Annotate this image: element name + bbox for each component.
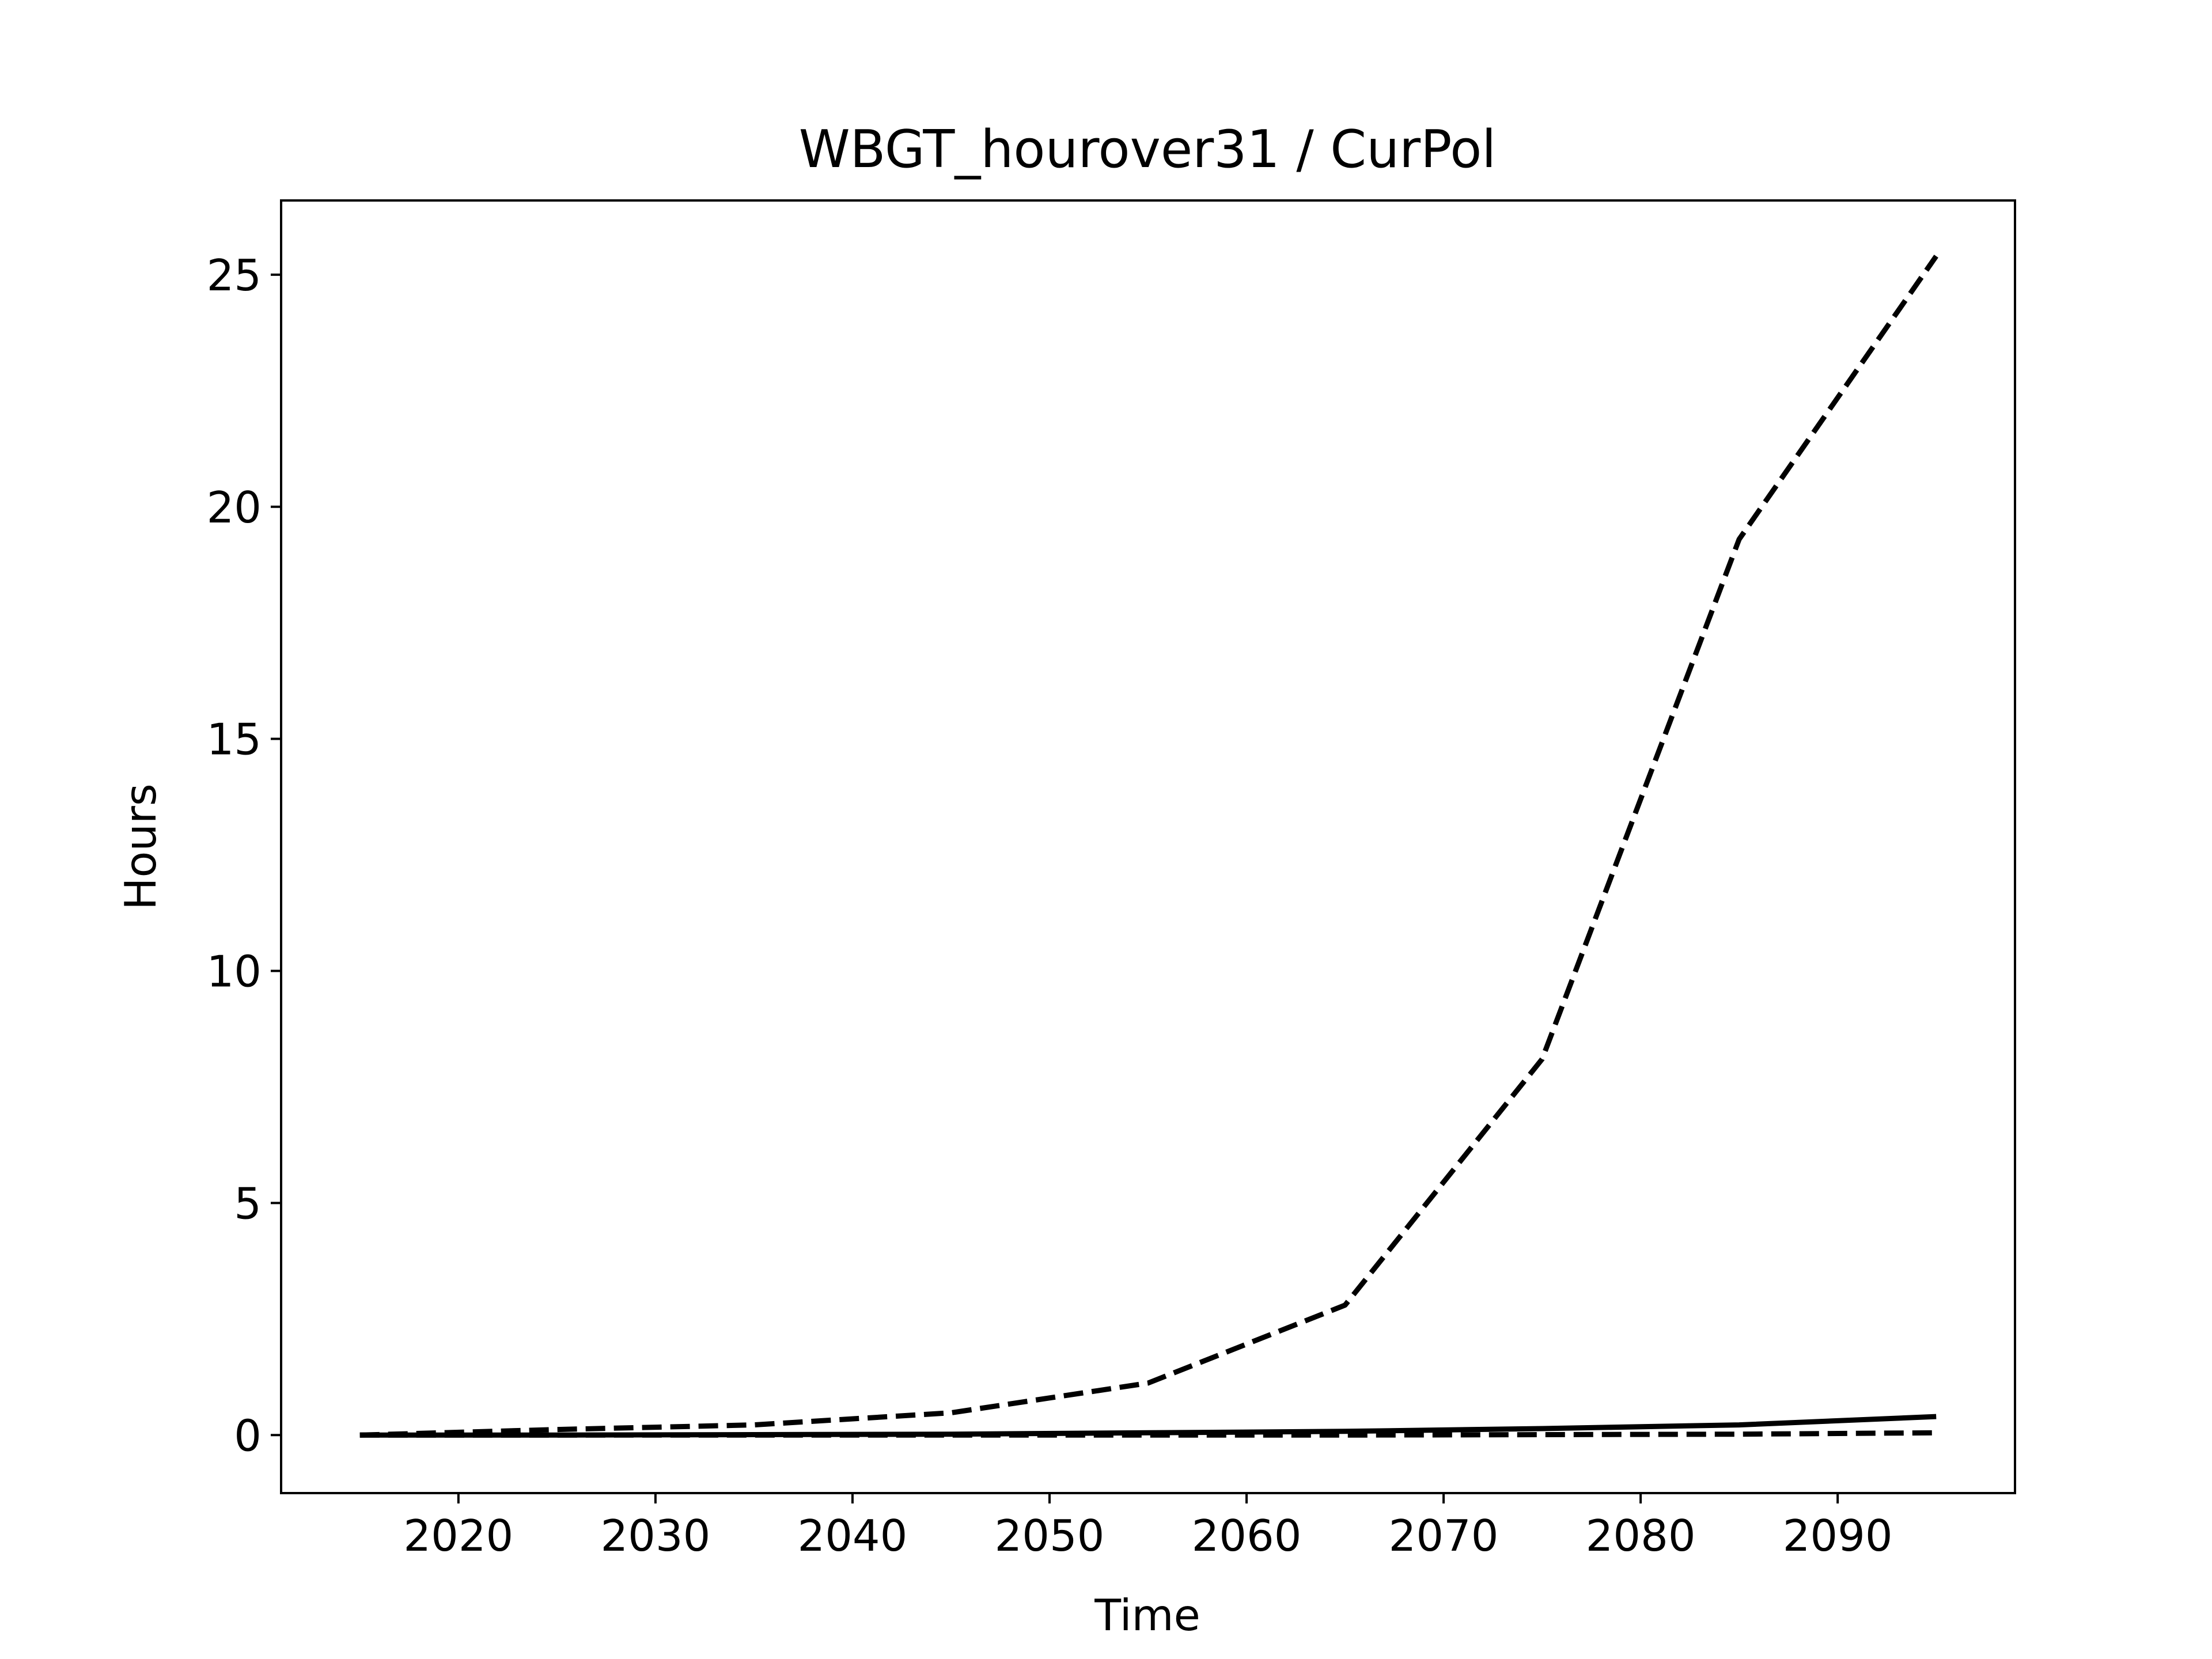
y-tick-label: 25 <box>207 250 262 301</box>
x-tick-label: 2060 <box>1192 1510 1302 1561</box>
plot-area <box>359 255 1938 1438</box>
x-tick-label: 2030 <box>600 1510 710 1561</box>
y-tick-label: 0 <box>234 1410 262 1461</box>
x-tick-label: 2050 <box>995 1510 1105 1561</box>
x-axis-label: Time <box>1094 1590 1200 1641</box>
y-tick-label: 15 <box>207 714 262 765</box>
x-tick-label: 2090 <box>1783 1510 1893 1561</box>
series-line-3 <box>359 1430 1937 1438</box>
x-tick-label: 2040 <box>797 1510 907 1561</box>
x-tick-label: 2070 <box>1389 1510 1499 1561</box>
y-axis-label: Hours <box>115 783 166 910</box>
y-axis: 0 5 10 15 20 25 <box>207 250 281 1461</box>
x-tick-label: 2080 <box>1586 1510 1696 1561</box>
y-tick-label: 10 <box>207 946 262 997</box>
x-tick-label: 2020 <box>403 1510 513 1561</box>
chart-title: WBGT_hourover31 / CurPol <box>799 119 1497 180</box>
y-tick-label: 20 <box>207 482 262 533</box>
x-axis: 2020 2030 2040 2050 2060 2070 2080 2090 <box>403 1493 1893 1561</box>
series-line-1 <box>359 255 1938 1438</box>
y-tick-label: 5 <box>234 1178 262 1229</box>
plot-frame <box>280 199 2016 1494</box>
